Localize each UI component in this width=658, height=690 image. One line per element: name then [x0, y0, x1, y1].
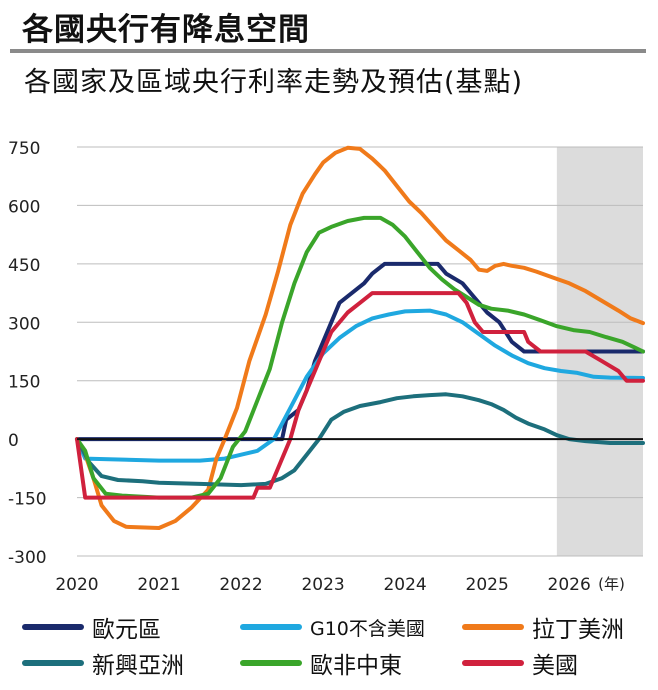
x-tick-label: 2022 [219, 575, 262, 595]
rate-chart: 750 600 450 300 150 0 -150 -300 2020 2021 2022 202… [8, 139, 645, 595]
series-line-em-asia [75, 392, 645, 488]
legend-item-g10: G10不含美國 [240, 610, 425, 644]
y-tick-label: 0 [8, 431, 19, 451]
y-tick-label: 150 [8, 373, 40, 393]
legend-item-em-asia: 新興亞洲 [22, 646, 184, 680]
legend-label-latam: 拉丁美洲 [532, 617, 624, 643]
legend-swatch-g10 [240, 624, 302, 630]
x-tick-label: 2021 [137, 575, 180, 595]
x-tick-label: 2020 [55, 575, 98, 595]
x-tick-label: 2025 [466, 575, 509, 595]
page-title: 各國央行有降息空間 [22, 12, 310, 48]
legend-label-em-asia: 新興亞洲 [92, 653, 184, 679]
y-tick-label: 450 [8, 256, 40, 276]
series-line-g10 [75, 308, 645, 463]
legend-item-eurozone: 歐元區 [22, 610, 161, 644]
x-tick-label: 2023 [301, 575, 344, 595]
legend-swatch-emea [240, 660, 302, 666]
chart-subtitle: 各國家及區域央行利率走勢及預估(基點) [24, 67, 524, 98]
x-unit-label: (年) [598, 575, 625, 593]
x-tick-label: 2026 [548, 575, 591, 595]
legend-label-eurozone: 歐元區 [92, 617, 161, 643]
legend-swatch-latam [462, 624, 524, 630]
series-line-us [75, 291, 645, 500]
chart-legend: 歐元區 G10不含美國 拉丁美洲 新興亞洲 歐非中東 美國 [22, 608, 652, 682]
legend-item-emea: 歐非中東 [240, 646, 402, 680]
y-tick-label: -150 [8, 490, 47, 510]
legend-label-us: 美國 [532, 653, 578, 679]
y-tick-label: 750 [8, 139, 40, 159]
legend-label-emea: 歐非中東 [310, 653, 402, 679]
y-tick-label: 300 [8, 314, 40, 334]
y-tick-label: -300 [8, 548, 47, 568]
legend-item-us: 美國 [462, 646, 578, 680]
legend-swatch-us [462, 660, 524, 666]
legend-swatch-em-asia [22, 660, 84, 666]
series-line-latam [75, 145, 645, 530]
x-tick-label: 2024 [383, 575, 426, 595]
title-divider [10, 49, 646, 53]
legend-item-latam: 拉丁美洲 [462, 610, 624, 644]
legend-label-g10: G10不含美國 [310, 617, 425, 640]
y-tick-label: 600 [8, 197, 40, 217]
legend-swatch-eurozone [22, 624, 84, 630]
